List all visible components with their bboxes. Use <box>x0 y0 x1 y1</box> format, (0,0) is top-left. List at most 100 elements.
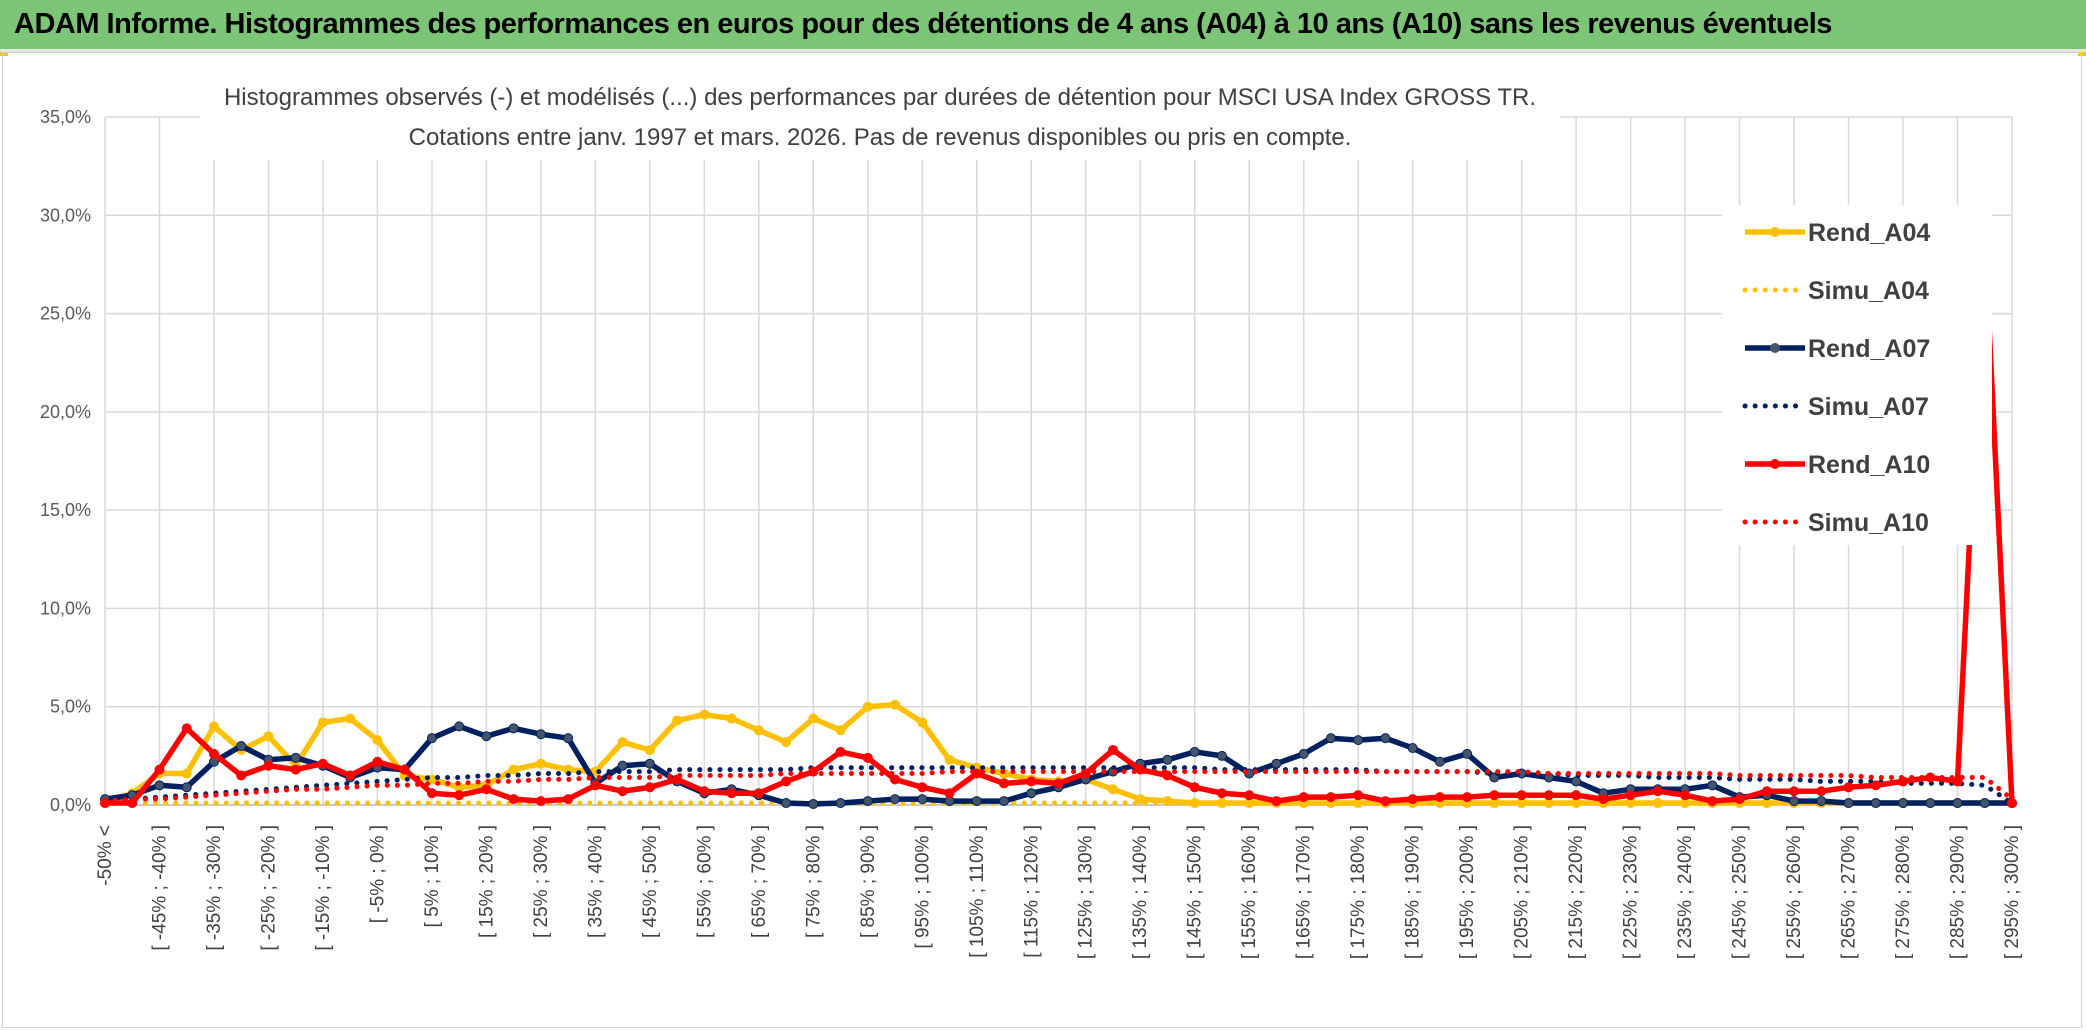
data-point <box>726 713 737 724</box>
chart-title: Histogrammes observés (-) et modélisés (… <box>224 84 1536 111</box>
data-point <box>944 754 955 765</box>
data-point <box>154 764 165 775</box>
data-point <box>1598 794 1609 805</box>
data-point <box>590 780 601 791</box>
corner-mark-right <box>2078 52 2086 56</box>
data-point <box>317 717 328 728</box>
data-point <box>1380 796 1391 807</box>
data-point <box>1271 758 1282 769</box>
data-point <box>563 794 574 805</box>
x-tick-label: [ 205% ; 210% ] <box>1512 825 1533 959</box>
x-tick-label: [ 275% ; 280% ] <box>1893 825 1914 959</box>
data-point <box>508 794 519 805</box>
x-tick-label: [ 45% ; 50% ] <box>640 825 661 938</box>
data-point <box>862 796 873 807</box>
data-point <box>1162 754 1173 765</box>
chart-subtitle: Cotations entre janv. 1997 et mars. 2026… <box>409 124 1352 151</box>
report-banner: ADAM Informe. Histogrammes des performan… <box>0 0 2086 52</box>
y-tick-label: 5,0% <box>50 697 91 717</box>
x-tick-label: [ 125% ; 130% ] <box>1076 825 1097 959</box>
data-point <box>944 788 955 799</box>
data-point <box>1216 750 1227 761</box>
data-point <box>263 760 274 771</box>
x-tick-label: [ 115% ; 120% ] <box>1021 825 1042 958</box>
legend-background <box>1722 205 1992 545</box>
data-point <box>781 776 792 787</box>
data-point <box>617 786 628 797</box>
legend-item-Rend_A04: Rend_A04 <box>1745 219 1930 247</box>
x-tick-label: [ 75% ; 80% ] <box>803 825 824 938</box>
chart-frame <box>2 52 2082 1028</box>
data-point <box>753 725 764 736</box>
data-point <box>862 701 873 712</box>
x-tick-label: [ 155% ; 160% ] <box>1239 825 1260 959</box>
data-point <box>481 731 492 742</box>
x-tick-label: [ 195% ; 200% ] <box>1457 825 1478 959</box>
data-point <box>1107 784 1118 795</box>
y-tick-label: 15,0% <box>40 500 91 520</box>
chart-title-group: Histogrammes observés (-) et modélisés (… <box>200 78 1560 160</box>
x-tick-label: [ -35% ; -30% ] <box>204 825 225 951</box>
data-point <box>236 741 247 752</box>
data-point <box>1843 782 1854 793</box>
data-point <box>1407 742 1418 753</box>
data-point <box>1489 790 1500 801</box>
legend-label: Simu_A07 <box>1808 393 1929 421</box>
data-point <box>1680 790 1691 801</box>
x-tick-label: [ -15% ; -10% ] <box>313 825 334 951</box>
x-tick-label: [ -45% ; -40% ] <box>149 825 170 951</box>
y-tick-label: 0,0% <box>50 795 91 815</box>
data-point <box>181 782 192 793</box>
data-point <box>208 748 219 759</box>
data-point <box>781 737 792 748</box>
data-point <box>1843 798 1854 809</box>
corner-mark-left <box>0 52 8 56</box>
legend-label: Simu_A10 <box>1808 509 1929 537</box>
legend-item-Rend_A07: Rend_A07 <box>1745 335 1930 363</box>
data-point <box>644 782 655 793</box>
x-axis: -50% < [ -45% ; -40% ] [ -35% ; -30% ] [ -2… <box>95 804 2023 959</box>
data-point <box>345 713 356 724</box>
data-point <box>372 756 383 767</box>
data-point <box>290 752 301 763</box>
data-point <box>1870 780 1881 791</box>
x-tick-label: [ 135% ; 140% ] <box>1130 825 1151 959</box>
data-point <box>1789 796 1800 807</box>
y-tick-label: 10,0% <box>40 598 91 618</box>
data-point <box>1789 786 1800 797</box>
data-point <box>1380 733 1391 744</box>
data-point <box>1434 792 1445 803</box>
y-tick-label: 35,0% <box>40 107 91 127</box>
data-point <box>835 725 846 736</box>
data-point <box>1026 788 1037 799</box>
legend-marker <box>1770 227 1780 237</box>
data-point <box>181 723 192 734</box>
data-point <box>1353 735 1364 746</box>
series-layer <box>100 231 2017 810</box>
x-tick-label: [ 255% ; 260% ] <box>1784 825 1805 959</box>
legend-label: Rend_A10 <box>1808 451 1930 479</box>
data-point <box>890 794 901 805</box>
data-point <box>1707 780 1718 791</box>
data-point <box>372 735 383 746</box>
data-point <box>862 752 873 763</box>
data-point <box>1189 746 1200 757</box>
y-tick-label: 30,0% <box>40 205 91 225</box>
data-point <box>1353 790 1364 801</box>
data-point <box>726 788 737 799</box>
x-tick-label: [ 245% ; 250% ] <box>1730 825 1751 959</box>
legend-label: Simu_A04 <box>1808 277 1929 305</box>
data-point <box>1026 776 1037 787</box>
data-point <box>1652 786 1663 797</box>
data-point <box>508 764 519 775</box>
x-tick-label: -50% < <box>95 825 116 886</box>
data-point <box>426 788 437 799</box>
x-tick-label: [ 145% ; 150% ] <box>1185 825 1206 959</box>
data-point <box>263 731 274 742</box>
data-point <box>808 713 819 724</box>
data-point <box>644 758 655 769</box>
data-point <box>890 774 901 785</box>
data-point <box>317 758 328 769</box>
data-point <box>1462 792 1473 803</box>
